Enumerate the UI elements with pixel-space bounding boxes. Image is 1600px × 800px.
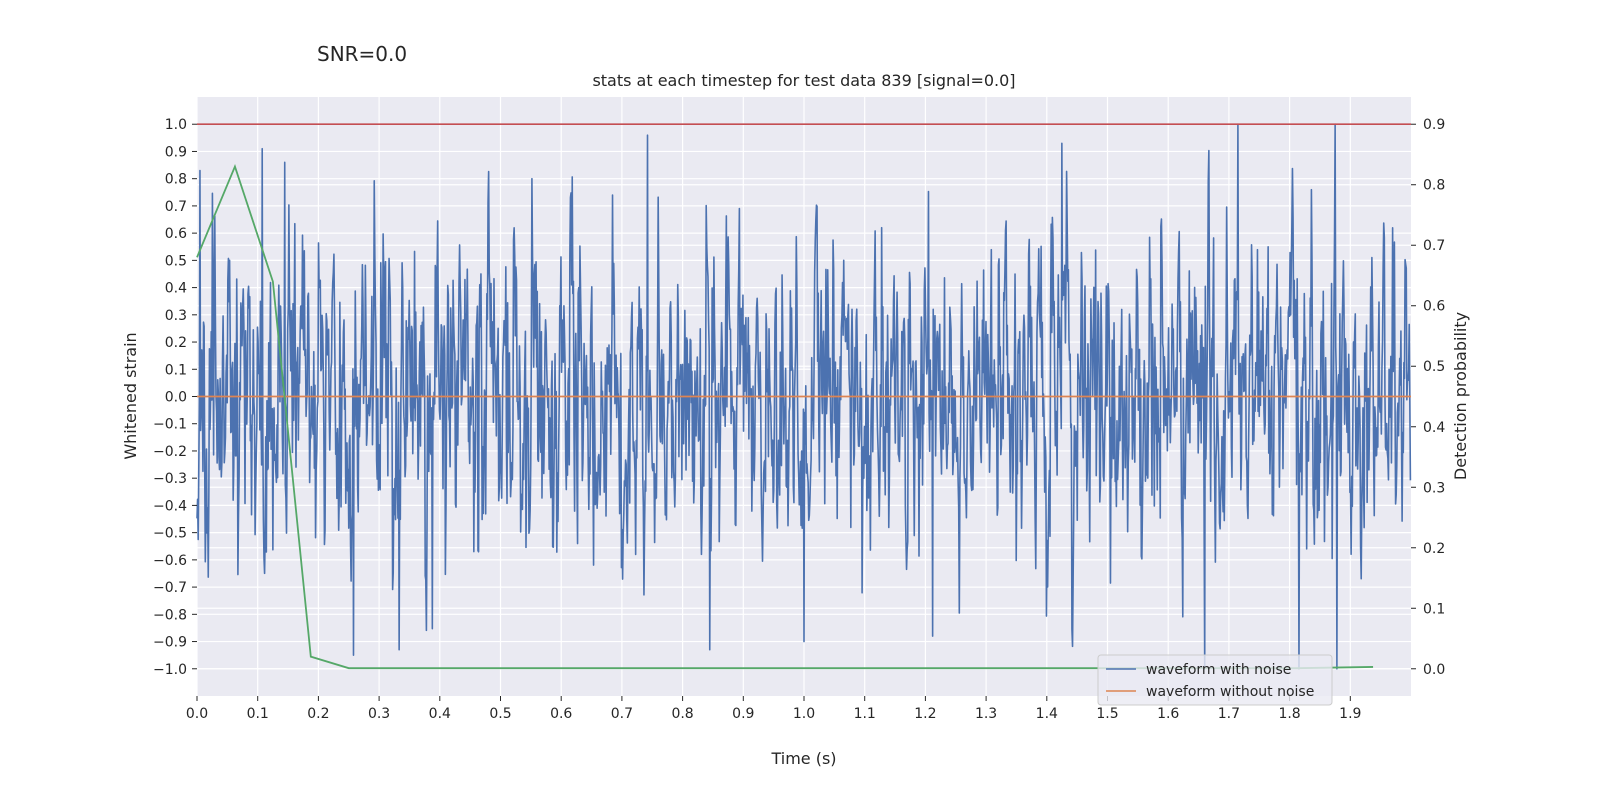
legend-entry-clean: waveform without noise bbox=[1146, 684, 1314, 700]
y-tick-label: −0.7 bbox=[153, 580, 187, 596]
y-tick-label: 0.2 bbox=[165, 335, 187, 351]
y2-tick-label: 0.9 bbox=[1423, 117, 1445, 133]
x-tick-label: 1.1 bbox=[854, 706, 876, 722]
x-tick-label: 0.7 bbox=[611, 706, 633, 722]
y2-axis-label: Detection probability bbox=[1451, 312, 1470, 480]
x-tick-label: 0.4 bbox=[429, 706, 451, 722]
legend-box bbox=[1097, 654, 1333, 706]
y-tick-label: −1.0 bbox=[153, 662, 187, 678]
y-tick-label: −0.4 bbox=[153, 498, 187, 514]
y2-tick-label: 0.1 bbox=[1423, 601, 1445, 617]
legend: waveform with noise waveform without noi… bbox=[1097, 654, 1333, 706]
x-tick-label: 1.9 bbox=[1339, 706, 1361, 722]
axes: 0.0 0.1 0.2 0.3 0.4 0.5 0.6 0.7 0.8 0.9 1.0 1.1 1.2 1… bbox=[153, 117, 1445, 722]
x-tick-label: 0.6 bbox=[550, 706, 572, 722]
y-tick-label: 1.0 bbox=[165, 117, 187, 133]
series-line-waveform-with-noise bbox=[196, 123, 1412, 670]
x-tick-label: 1.8 bbox=[1278, 706, 1300, 722]
y2-tick-label: 0.6 bbox=[1423, 299, 1445, 315]
x-tick-label: 1.3 bbox=[975, 706, 997, 722]
y-tick-label: −0.9 bbox=[153, 635, 187, 651]
y2-tick-label: 0.8 bbox=[1423, 178, 1445, 194]
y2-tick-label: 0.7 bbox=[1423, 238, 1445, 254]
x-axis-label: Time (s) bbox=[770, 749, 836, 768]
x-tick-label: 0.9 bbox=[732, 706, 754, 722]
x-tick-label: 0.3 bbox=[368, 706, 390, 722]
y-tick-label: 0.7 bbox=[165, 199, 187, 215]
y-tick-label: −0.6 bbox=[153, 553, 187, 569]
y-tick-label: 0.8 bbox=[165, 172, 187, 188]
y-tick-label: 0.9 bbox=[165, 144, 187, 160]
x-tick-label: 1.7 bbox=[1218, 706, 1240, 722]
x-tick-label: 1.6 bbox=[1157, 706, 1179, 722]
y2-tick-label: 0.2 bbox=[1423, 541, 1445, 557]
y-tick-label: −0.5 bbox=[153, 526, 187, 542]
chart-title: stats at each timestep for test data 839… bbox=[592, 71, 1015, 90]
x-tick-label: 0.0 bbox=[186, 706, 208, 722]
y2-tick-label: 0.3 bbox=[1423, 480, 1445, 496]
y-tick-label: −0.2 bbox=[153, 444, 187, 460]
y-tick-label: −0.1 bbox=[153, 417, 187, 433]
x-tick-label: 0.5 bbox=[489, 706, 511, 722]
x-tick-label: 1.2 bbox=[914, 706, 936, 722]
y2-tick-label: 0.4 bbox=[1423, 420, 1445, 436]
y-tick-label: 0.4 bbox=[165, 281, 187, 297]
y-axis-label: Whitened strain bbox=[121, 332, 140, 459]
y-tick-label: 0.6 bbox=[165, 226, 187, 242]
x-tick-label: 1.4 bbox=[1036, 706, 1058, 722]
x-tick-label: 1.5 bbox=[1096, 706, 1118, 722]
y-tick-label: 0.0 bbox=[165, 390, 187, 406]
y-tick-label: 0.1 bbox=[165, 362, 187, 378]
x-tick-label: 0.2 bbox=[307, 706, 329, 722]
x-tick-label: 0.1 bbox=[247, 706, 269, 722]
y2-tick-label: 0.0 bbox=[1423, 662, 1445, 678]
y-tick-label: 0.3 bbox=[165, 308, 187, 324]
y-tick-label: −0.3 bbox=[153, 471, 187, 487]
x-tick-label: 1.0 bbox=[793, 706, 815, 722]
figure-suptitle: SNR=0.0 bbox=[317, 42, 407, 66]
x-tick-label: 0.8 bbox=[671, 706, 693, 722]
y-tick-label: −0.8 bbox=[153, 607, 187, 623]
y-tick-label: 0.5 bbox=[165, 253, 187, 269]
y2-tick-label: 0.5 bbox=[1423, 359, 1445, 375]
legend-entry-noise: waveform with noise bbox=[1146, 662, 1291, 678]
